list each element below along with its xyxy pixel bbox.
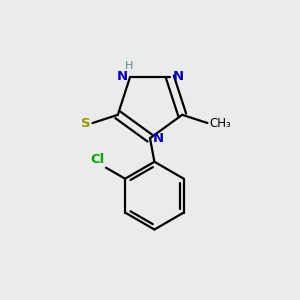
Text: CH₃: CH₃ [209,116,231,130]
Text: S: S [82,116,91,130]
Text: N: N [172,70,183,83]
Text: N: N [117,70,128,83]
Text: N: N [152,132,164,145]
Text: Cl: Cl [90,153,104,166]
Text: H: H [125,61,134,71]
